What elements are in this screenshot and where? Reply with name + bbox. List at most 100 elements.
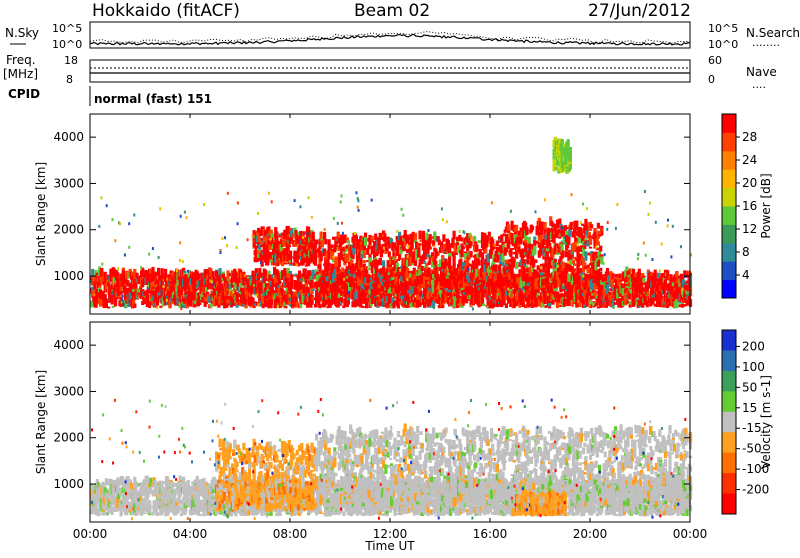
freq-tick-top: 18: [64, 54, 78, 67]
echo-cell: [482, 304, 485, 306]
echo-cell: [367, 245, 370, 249]
echo-cell: [284, 263, 287, 265]
freq-label: Freq.: [6, 53, 36, 67]
station-title: Hokkaido (fitACF): [92, 1, 240, 21]
noise-left-tick-top: 10^5: [52, 22, 82, 35]
echo-cell: [289, 251, 292, 261]
echo-cell: [388, 251, 391, 257]
echo-cell: [378, 285, 381, 289]
echo-cell: [548, 303, 551, 307]
cpid-label: CPID: [8, 87, 40, 101]
echo-cell: [318, 280, 321, 286]
echo-cell: [525, 229, 528, 233]
echo-cell: [416, 276, 419, 284]
echo-cell: [461, 288, 464, 290]
noise-right-tick-top: 10^5: [708, 22, 738, 35]
echo-cell: [380, 254, 383, 257]
n-search-trace: [90, 32, 690, 43]
echo-cell: [270, 304, 273, 308]
echo-cell: [437, 277, 440, 283]
echo-cell: [242, 282, 245, 286]
echo-cell: [371, 289, 374, 294]
cpid-mode: normal (fast) 151: [94, 92, 212, 106]
noise-right-tick-bottom: 10^0: [708, 38, 738, 51]
echo-cell: [104, 272, 107, 278]
echo-cell: [414, 261, 417, 266]
echo-cell: [516, 277, 519, 283]
echo-cell: [530, 276, 533, 282]
echo-cell: [114, 299, 117, 306]
cpid-panel: CPID normal (fast) 151: [8, 86, 212, 106]
nave-tick-bottom: 0: [708, 73, 715, 86]
echo-cell: [536, 271, 539, 278]
freq-tick-bottom: 8: [66, 73, 73, 86]
echo-cell: [276, 262, 279, 266]
beam-label: Beam 02: [354, 1, 430, 21]
echo-cell: [107, 307, 110, 309]
echo-cell: [382, 267, 385, 274]
echo-cell: [321, 240, 324, 247]
echo-cell: [531, 226, 534, 231]
echo-cell: [315, 290, 318, 293]
echo-cell: [515, 262, 518, 270]
echo-cell: [362, 306, 365, 308]
echo-cell: [364, 237, 367, 246]
echo-cell: [303, 231, 306, 235]
echo-cell: [462, 246, 465, 249]
echo-cell: [524, 243, 527, 253]
echo-cell: [320, 254, 323, 260]
echo-cell: [526, 283, 529, 287]
echo-cell: [478, 240, 481, 243]
echo-cell: [312, 289, 315, 291]
echo-cell: [363, 260, 366, 263]
echo-cell: [288, 245, 291, 247]
echo-cell: [315, 240, 318, 245]
echo-cell: [134, 283, 137, 289]
echo-cell: [533, 246, 536, 255]
echo-cell: [428, 268, 431, 277]
echo-cell: [347, 300, 350, 305]
echo-cell: [642, 278, 645, 283]
echo-cell: [470, 251, 473, 257]
echo-cell: [515, 225, 518, 232]
echo-cell: [268, 246, 271, 249]
nave-label: Nave: [746, 65, 777, 79]
freq-unit-label: [MHz]: [3, 67, 38, 81]
echo-cell: [491, 239, 494, 242]
nave-tick-top: 60: [708, 54, 722, 67]
echo-cell: [343, 285, 346, 294]
echo-cell: [395, 276, 398, 286]
n-sky-label: N.Sky: [5, 26, 39, 40]
echo-cell: [461, 253, 464, 257]
echo-cell: [279, 281, 282, 283]
echo-cell: [325, 276, 328, 281]
echo-cell: [498, 265, 501, 271]
echo-cell: [347, 240, 350, 243]
echo-cell: [330, 244, 333, 248]
date-label: 27/Jun/2012: [588, 1, 691, 21]
echo-cell: [325, 284, 328, 289]
echo-cell: [523, 286, 526, 289]
echo-cell: [321, 291, 324, 294]
echo-cell: [614, 302, 617, 305]
echo-cell: [520, 284, 523, 287]
echo-cell: [314, 258, 317, 263]
echo-cell: [215, 271, 218, 277]
echo-cell: [421, 266, 424, 271]
echo-cell: [441, 305, 444, 308]
echo-cell: [666, 270, 669, 276]
echo-cell: [420, 291, 423, 294]
echo-cell: [481, 280, 484, 289]
echo-cell: [436, 267, 439, 270]
echo-cell: [618, 274, 621, 277]
echo-cell: [448, 257, 451, 265]
echo-cell: [539, 253, 542, 255]
echo-cell: [484, 249, 487, 253]
echo-cell: [534, 260, 537, 264]
echo-cell: [389, 265, 392, 268]
echo-cell: [505, 303, 508, 308]
echo-cell: [483, 289, 486, 294]
echo-cell: [290, 284, 293, 290]
echo-cell: [638, 269, 641, 276]
